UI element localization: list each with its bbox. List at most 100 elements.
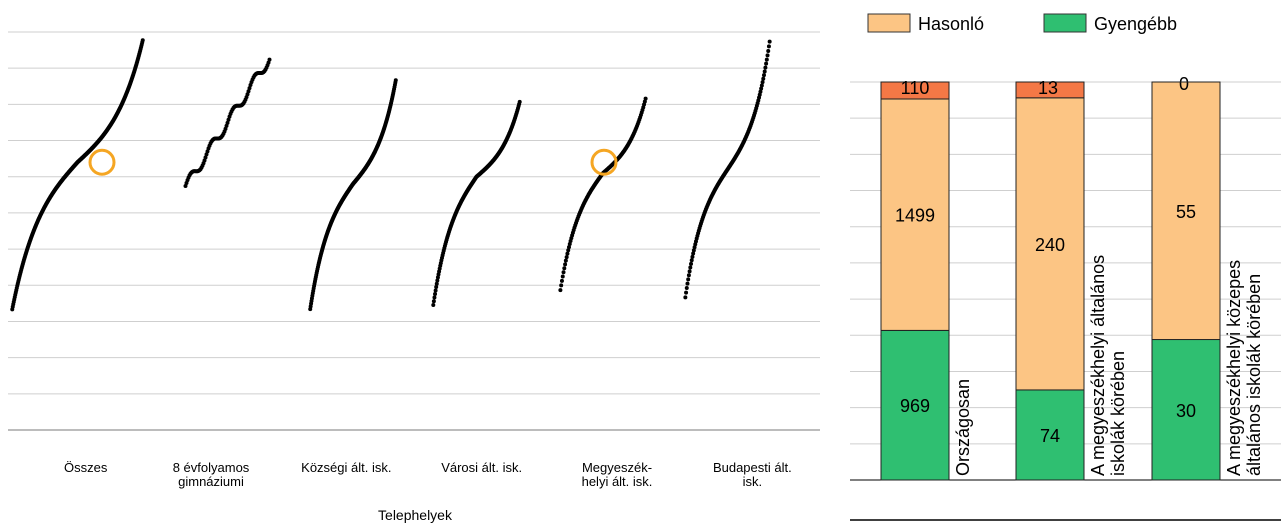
legend-swatch — [1043, 13, 1087, 33]
data-point — [559, 278, 564, 283]
data-point — [684, 290, 689, 295]
stacked-bar-chart: Hasonló Gyengébb 969 1499 110 Országosan 74 240… — [850, 13, 1281, 521]
data-label: 969 — [900, 396, 930, 416]
highlight-marker — [590, 148, 618, 176]
x-tick-label: Országosan — [953, 379, 973, 476]
x-axis-title: Telephelyek — [378, 507, 453, 523]
data-point — [642, 99, 647, 104]
data-point — [562, 266, 567, 271]
data-label: 30 — [1176, 401, 1196, 421]
data-point — [559, 283, 564, 288]
data-point — [685, 281, 690, 286]
x-tick-label: Községi ált. isk. — [301, 460, 391, 475]
data-point — [204, 152, 209, 157]
data-point — [684, 286, 689, 291]
data-label: 55 — [1176, 202, 1196, 222]
data-point — [434, 285, 439, 290]
x-tick-label: A megyeszékhelyi közepes — [1224, 260, 1244, 476]
data-point — [435, 275, 440, 280]
x-tick-label: Összes — [64, 460, 108, 475]
data-point — [689, 261, 694, 266]
legend-label: Hasonló — [918, 14, 984, 34]
data-point — [692, 245, 697, 250]
data-point — [183, 184, 188, 189]
data-point — [433, 291, 438, 296]
legend-swatch — [867, 13, 911, 33]
data-point — [563, 262, 568, 267]
data-point — [434, 281, 439, 286]
data-point — [764, 57, 769, 62]
data-point — [686, 277, 691, 282]
bar-segment — [880, 81, 950, 100]
data-point — [763, 65, 768, 70]
data-point — [226, 117, 231, 122]
data-point — [683, 295, 688, 300]
data-point — [566, 248, 571, 253]
x-tick-label: isk. — [743, 474, 763, 489]
bar-segment — [1151, 339, 1221, 481]
data-point — [245, 92, 250, 97]
data-point — [688, 265, 693, 270]
bar-segment — [1015, 389, 1085, 481]
data-point — [140, 38, 145, 43]
data-point — [762, 69, 767, 74]
data-point — [560, 274, 565, 279]
data-point — [758, 89, 763, 94]
data-point — [225, 120, 230, 125]
data-point — [765, 53, 770, 58]
bar-segment — [880, 329, 950, 481]
data-point — [766, 44, 771, 49]
data-point — [691, 248, 696, 253]
x-tick-label: gimnáziumi — [178, 474, 244, 489]
data-point — [246, 89, 251, 94]
x-tick-label: általános iskolák körében — [1244, 274, 1264, 476]
data-point — [643, 96, 648, 101]
bar-segment — [1151, 81, 1221, 341]
data-point — [203, 155, 208, 160]
bar-segment — [880, 98, 950, 331]
data-point — [563, 258, 568, 263]
data-point — [761, 76, 766, 81]
data-point — [686, 273, 691, 278]
data-label: 74 — [1040, 426, 1060, 446]
data-point — [766, 48, 771, 53]
data-label: 1499 — [895, 206, 935, 226]
data-label: 13 — [1038, 78, 1058, 98]
x-tick-label: iskolák körében — [1108, 351, 1128, 476]
x-tick-label: helyi ált. isk. — [582, 474, 653, 489]
data-point — [431, 299, 436, 304]
data-point — [690, 254, 695, 259]
data-point — [767, 39, 772, 44]
data-point — [761, 73, 766, 78]
data-point — [267, 57, 272, 62]
data-point — [760, 80, 765, 85]
data-point — [393, 78, 398, 83]
data-point — [566, 245, 571, 250]
data-label: 0 — [1179, 74, 1189, 94]
data-point — [224, 123, 229, 128]
data-point — [759, 83, 764, 88]
data-label: 110 — [901, 78, 930, 98]
x-tick-label: Városi ált. isk. — [441, 460, 522, 475]
data-point — [687, 269, 692, 274]
x-tick-label: A megyeszékhelyi általános — [1088, 255, 1108, 476]
data-label: 240 — [1035, 235, 1065, 255]
x-tick-label: 8 évfolyamos — [173, 460, 250, 475]
legend-label: Gyengébb — [1094, 14, 1177, 34]
data-point — [558, 288, 563, 293]
data-point — [691, 251, 696, 256]
data-point — [764, 61, 769, 66]
data-point — [565, 251, 570, 256]
data-point — [689, 258, 694, 263]
bar-segment — [1015, 81, 1085, 99]
data-point — [247, 86, 252, 91]
data-point — [435, 278, 440, 283]
x-tick-label: Budapesti ált. — [713, 460, 792, 475]
data-point — [517, 99, 522, 104]
data-point — [433, 288, 438, 293]
data-point — [432, 295, 437, 300]
x-tick-label: Megyeszék- — [582, 460, 652, 475]
data-point — [564, 255, 569, 260]
